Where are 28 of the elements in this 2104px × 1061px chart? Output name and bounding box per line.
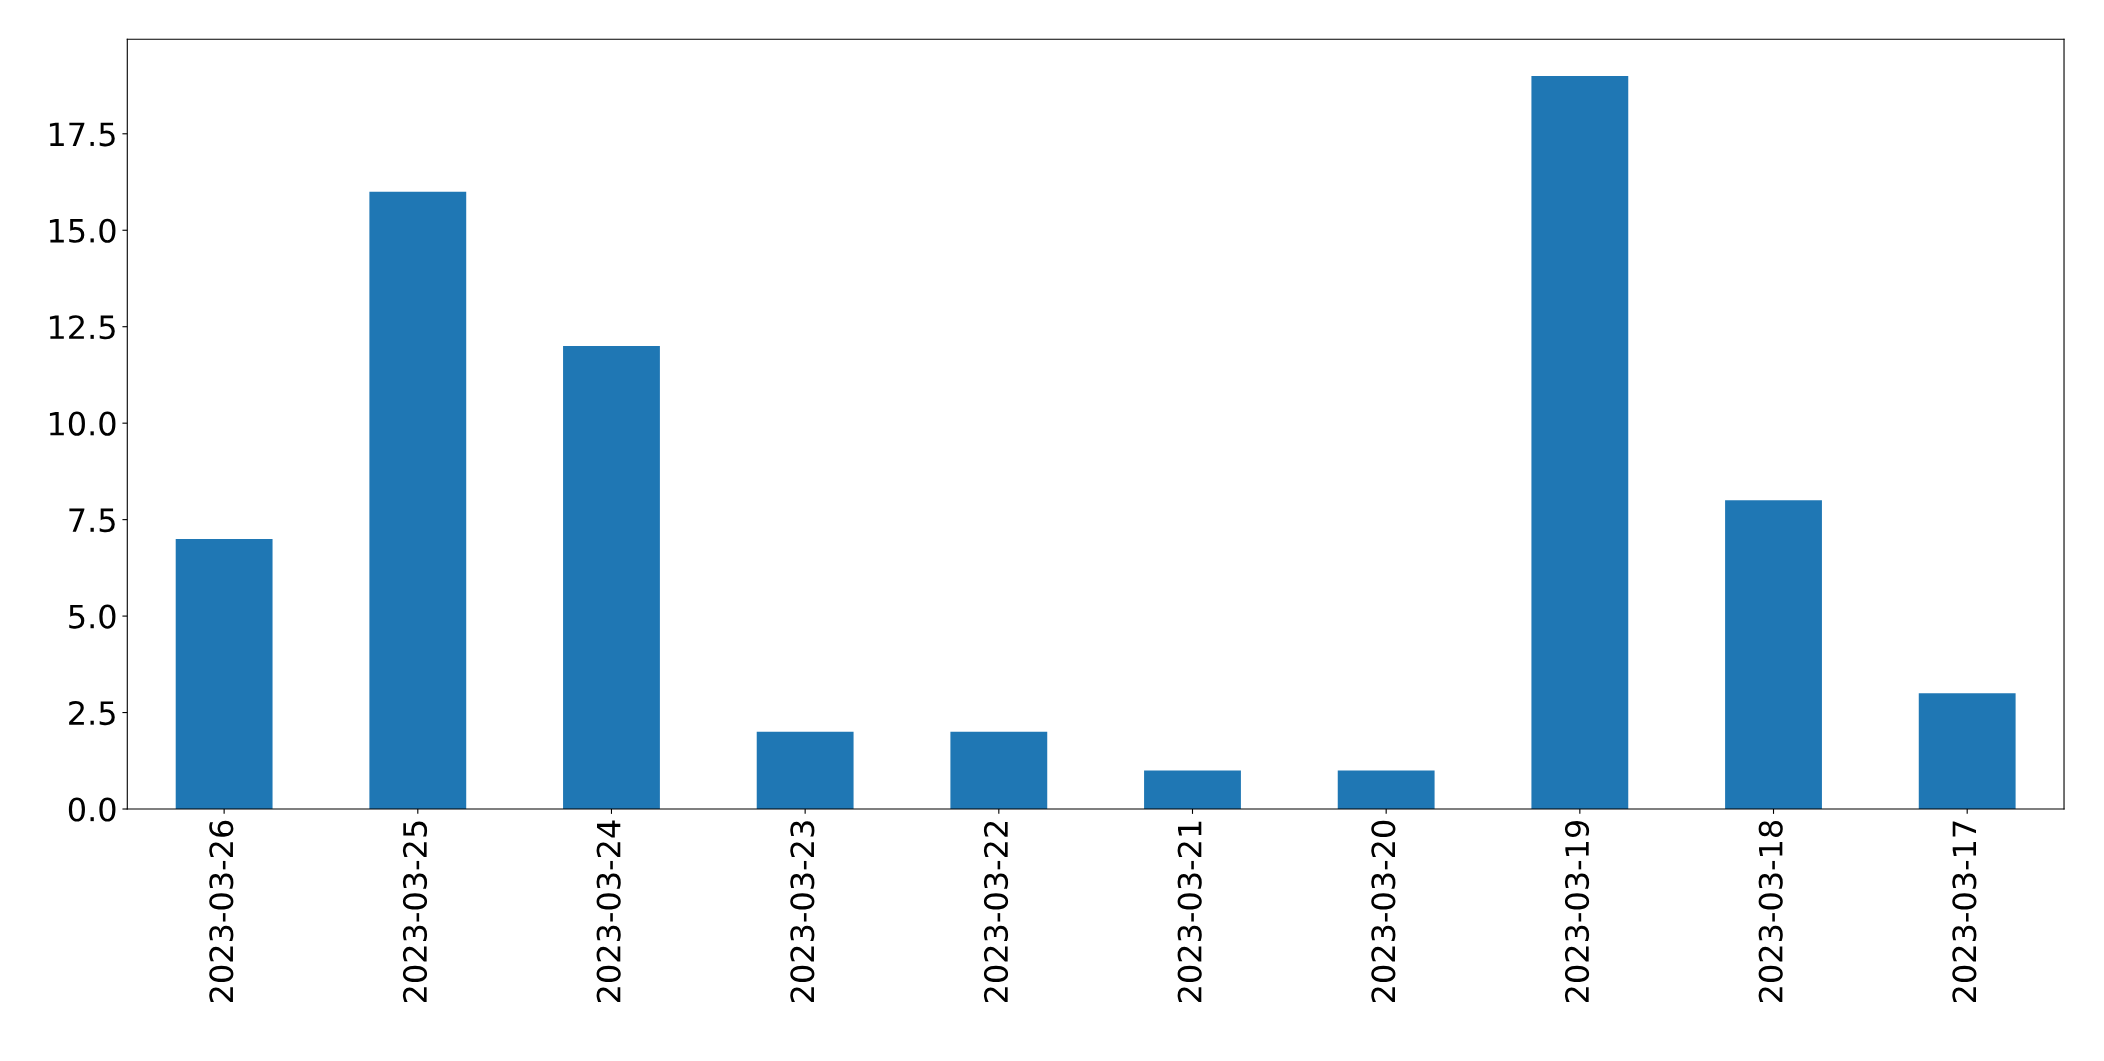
x-tick-label: 2023-03-19 (1564, 820, 1590, 1003)
x-tick-label: 2023-03-25 (402, 821, 428, 1003)
x-tick-label: 2023-03-21 (1177, 821, 1202, 1003)
y-tick-label: 2.5 (69, 700, 115, 726)
y-tick-label: 15.0 (49, 218, 116, 243)
y-tick-label: 17.5 (49, 122, 115, 147)
x-tick-label: 2023-03-18 (1758, 820, 1783, 1003)
y-tick-label: 7.5 (69, 508, 115, 533)
x-tick-label: 2023-03-17 (1952, 821, 1977, 1003)
x-tick-label: 2023-03-24 (596, 820, 621, 1003)
x-tick-label: 2023-03-23 (790, 821, 815, 1003)
bar (1337, 770, 1435, 810)
bar (756, 731, 854, 810)
x-tick-label: 2023-03-22 (983, 821, 1009, 1003)
bar (1918, 693, 2016, 810)
x-tick-label: 2023-03-26 (209, 820, 234, 1003)
bar (1531, 75, 1629, 810)
bar (950, 731, 1048, 810)
bar (175, 538, 273, 810)
y-tick-label: 0.0 (68, 797, 116, 822)
bar (369, 191, 467, 810)
y-tick-label: 5.0 (69, 604, 116, 629)
x-tick-label: 2023-03-20 (1371, 820, 1396, 1003)
y-tick-label: 10.0 (49, 411, 116, 436)
y-tick-label: 12.5 (49, 315, 115, 340)
bar (563, 346, 660, 810)
bar (1144, 770, 1241, 810)
bar (1725, 500, 1822, 810)
